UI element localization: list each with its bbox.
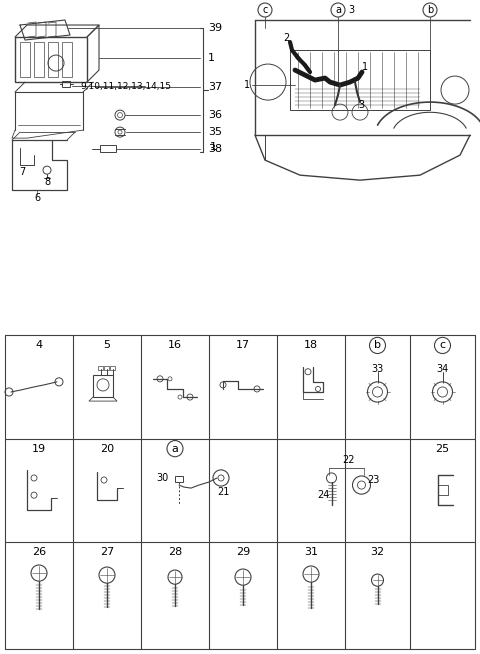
Text: 36: 36 <box>208 110 222 120</box>
Text: c: c <box>262 5 268 15</box>
Bar <box>104 366 109 370</box>
Text: c: c <box>439 341 445 351</box>
Bar <box>100 145 116 152</box>
Bar <box>20 42 30 77</box>
Text: b: b <box>374 341 381 351</box>
Text: 9,10,11,12,13,14,15: 9,10,11,12,13,14,15 <box>80 82 171 90</box>
Text: a: a <box>171 443 179 454</box>
Text: 31: 31 <box>304 547 318 557</box>
Bar <box>62 42 72 77</box>
Text: 37: 37 <box>208 82 222 92</box>
Text: 32: 32 <box>371 547 384 557</box>
Text: 18: 18 <box>304 341 318 351</box>
Bar <box>110 366 115 370</box>
Text: 2: 2 <box>283 33 289 43</box>
Text: 7: 7 <box>19 167 25 177</box>
Text: 16: 16 <box>168 341 182 351</box>
Text: 33: 33 <box>372 364 384 373</box>
Text: 17: 17 <box>236 341 250 351</box>
Text: 5: 5 <box>104 341 110 351</box>
Text: 30: 30 <box>157 473 169 483</box>
Text: 6: 6 <box>34 193 40 203</box>
Text: 1: 1 <box>362 62 368 72</box>
Bar <box>175 476 183 482</box>
Bar <box>15 37 87 82</box>
Text: 1: 1 <box>244 80 250 90</box>
Text: 3: 3 <box>358 100 364 110</box>
Text: 25: 25 <box>435 443 450 454</box>
Text: 4: 4 <box>36 341 43 351</box>
Bar <box>290 50 430 110</box>
Text: 29: 29 <box>236 547 250 557</box>
Bar <box>62 81 70 87</box>
Text: 3: 3 <box>348 5 354 15</box>
Bar <box>98 366 103 370</box>
Text: 21: 21 <box>217 487 229 497</box>
Text: 38: 38 <box>208 144 222 154</box>
Text: 39: 39 <box>208 23 222 33</box>
Text: 34: 34 <box>436 364 449 373</box>
Text: 1: 1 <box>208 53 215 63</box>
Text: 20: 20 <box>100 443 114 454</box>
Text: 35: 35 <box>208 127 222 137</box>
Text: 23: 23 <box>367 475 380 485</box>
Text: 1: 1 <box>210 142 217 152</box>
Bar <box>48 42 58 77</box>
Text: a: a <box>335 5 341 15</box>
Text: 19: 19 <box>32 443 46 454</box>
Text: 28: 28 <box>168 547 182 557</box>
Text: 27: 27 <box>100 547 114 557</box>
Text: 24: 24 <box>317 490 330 500</box>
Text: 22: 22 <box>342 455 355 465</box>
Text: 8: 8 <box>44 177 50 187</box>
Text: b: b <box>427 5 433 15</box>
Bar <box>93 375 113 397</box>
Bar <box>34 42 44 77</box>
Text: 26: 26 <box>32 547 46 557</box>
